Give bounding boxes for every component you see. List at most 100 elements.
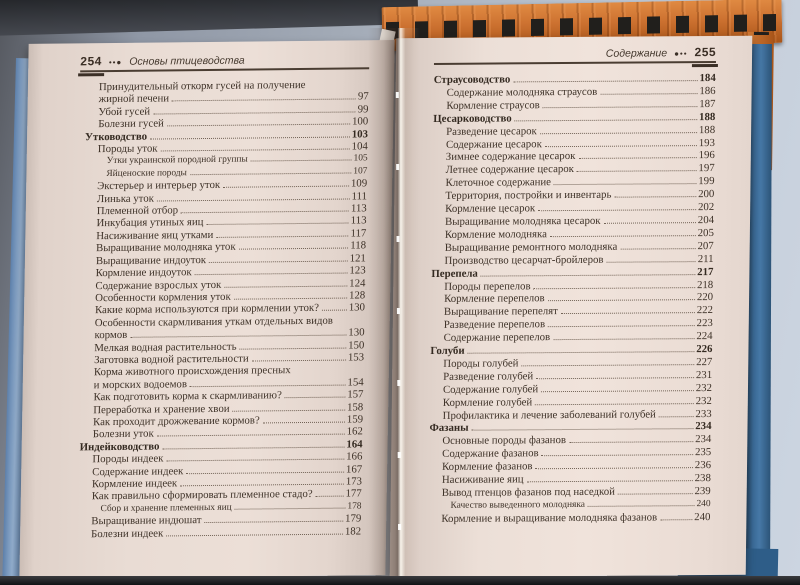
dot-leader xyxy=(233,297,347,300)
toc-entry-label: Кормление и выращивание молодняка фазано… xyxy=(441,511,658,525)
dot-leader xyxy=(162,446,345,450)
running-title-left: Основы птицеводства xyxy=(129,54,245,68)
toc-page-number: 236 xyxy=(694,459,712,472)
toc-page-number: 103 xyxy=(351,127,369,141)
toc-entry-label: Племенной отбор xyxy=(96,204,179,218)
dot-leader xyxy=(658,415,694,417)
dot-leader xyxy=(250,159,352,162)
toc-page-number: 113 xyxy=(350,202,367,215)
toc-page-number: 113 xyxy=(350,214,367,227)
dot-leader xyxy=(606,260,696,263)
dot-leader xyxy=(166,123,351,127)
toc-page-number: 178 xyxy=(347,501,362,512)
toc-entry-label: Производство цесарчат-бройлеров xyxy=(444,253,604,267)
toc-page-number: 100 xyxy=(351,115,369,128)
page-right: Содержание ●•• 255 Страусоводство 184 Соде… xyxy=(389,35,753,578)
toc-entry: Кормление и выращивание молодняка фазано… xyxy=(428,511,710,526)
dot-leader xyxy=(262,421,345,424)
dot-leader xyxy=(216,235,349,238)
dot-leader xyxy=(194,272,348,276)
toc-page-number: 231 xyxy=(695,368,713,381)
toc-entry-label: Убой гусей xyxy=(98,105,151,118)
toc-entry-label: Кормление молодняка xyxy=(444,228,548,241)
toc-entry-label: Болезни гусей xyxy=(98,117,164,131)
dot-leader xyxy=(547,299,695,302)
toc-page-number: 211 xyxy=(697,252,714,265)
toc-page-number: 232 xyxy=(695,381,713,394)
dot-leader xyxy=(180,210,349,214)
dot-leader xyxy=(467,351,695,354)
toc-page-number: 167 xyxy=(345,462,363,476)
dot-leader xyxy=(209,260,348,263)
dot-leader xyxy=(617,493,693,495)
toc-page-number: 205 xyxy=(697,226,714,239)
dot-leader xyxy=(189,172,352,176)
toc-page-number: 99 xyxy=(357,103,369,116)
toc-right-column: Страусоводство 184 Содержание молодняка ст… xyxy=(428,71,716,526)
backdrop-bottom-shadow xyxy=(0,576,800,585)
dot-leader xyxy=(156,433,345,437)
toc-entry-label: Линька уток xyxy=(96,192,155,205)
dot-leader xyxy=(513,80,698,83)
dot-leader xyxy=(576,170,697,173)
toc-entry-label: Территория, постройки и инвентарь xyxy=(445,188,612,203)
toc-entry-label: Разведение голубей xyxy=(443,370,534,383)
dot-leader xyxy=(149,136,350,140)
toc-page-number: 150 xyxy=(348,338,365,352)
toc-page-number: 218 xyxy=(696,278,714,291)
toc-entry-label: Инкубация утиных яиц xyxy=(96,216,204,230)
toc-entry-label: Насиживание яиц xyxy=(441,473,524,486)
toc-page-number: 97 xyxy=(357,90,369,103)
toc-page-number: 188 xyxy=(698,123,716,136)
dot-leader xyxy=(548,325,695,328)
toc-entry-label: Болезни индеек xyxy=(91,527,164,540)
toc-entry-label: Кормление голубей xyxy=(442,395,533,409)
toc-entry-label: Породы уток xyxy=(97,142,158,156)
dot-leader xyxy=(204,520,344,524)
toc-entry-label: Индейководство xyxy=(79,440,160,454)
dot-leader xyxy=(238,247,349,250)
toc-entry-label: Перепела xyxy=(431,267,478,280)
dot-leader xyxy=(166,458,345,462)
dot-leader xyxy=(549,235,696,238)
dot-leader xyxy=(660,518,693,521)
dot-leader xyxy=(172,98,356,102)
toc-entry-label: Разведение цесарок xyxy=(446,124,537,138)
dot-leader xyxy=(587,505,695,507)
toc-entry-label: Кормление цесарок xyxy=(445,202,536,215)
dot-leader xyxy=(480,273,696,277)
toc-page-number: 121 xyxy=(349,252,366,265)
toc-page-number: 159 xyxy=(346,413,364,426)
dot-leader xyxy=(544,144,697,147)
dot-leader xyxy=(560,312,695,315)
dot-leader xyxy=(471,428,694,432)
toc-page-number: 238 xyxy=(694,472,711,485)
toc-page-number: 184 xyxy=(699,71,716,85)
toc-page-number: 117 xyxy=(350,227,367,240)
toc-entry-label: Вывод птенцов фазанов под наседкой xyxy=(441,485,615,499)
toc-page-number: 193 xyxy=(698,136,716,149)
dot-leader xyxy=(180,483,344,487)
toc-page-number: 202 xyxy=(697,201,715,214)
dot-leader xyxy=(533,286,696,289)
toc-page-number: 234 xyxy=(695,433,712,446)
toc-entry-label: Кормление индеек xyxy=(91,477,178,491)
toc-page-number: 105 xyxy=(353,153,368,164)
toc-entry-label: Кормление перепелов xyxy=(444,292,545,306)
toc-page-number: 223 xyxy=(696,317,713,330)
toc-page-number: 200 xyxy=(698,188,715,201)
toc-page-number: 118 xyxy=(350,239,367,252)
toc-entry-label: и морских водоемов xyxy=(93,377,188,391)
dot-leader xyxy=(526,480,693,483)
dot-leader xyxy=(539,131,697,134)
dot-leader xyxy=(234,507,346,510)
dot-leader xyxy=(189,384,346,387)
toc-page-number: 224 xyxy=(696,330,713,343)
toc-page-number: 227 xyxy=(696,355,713,369)
dot-leader xyxy=(521,364,695,367)
dot-leader xyxy=(600,93,698,95)
toc-entry-label: Содержание молодняка страусов xyxy=(446,85,598,99)
toc-entry-label: Клеточное содержание xyxy=(445,176,552,190)
dot-leader xyxy=(603,222,696,224)
toc-entry-label: Сбор и хранение племенных яиц xyxy=(100,502,232,514)
